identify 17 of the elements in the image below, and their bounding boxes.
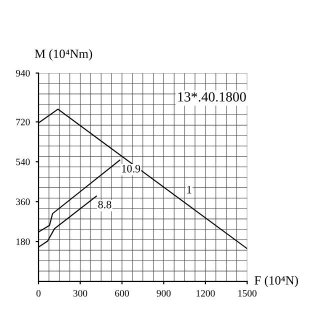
series-label: 1 <box>187 186 192 194</box>
x-tick-label: 1200 <box>196 290 215 297</box>
x-axis-title: F (10⁴N) <box>254 276 298 288</box>
x-tick-label: 300 <box>73 290 88 297</box>
x-tick-label: 0 <box>36 290 41 297</box>
y-tick-label: 540 <box>16 158 30 166</box>
x-tick-label: 600 <box>115 290 129 297</box>
y-tick-label: 360 <box>16 198 30 206</box>
series-label: 8.8 <box>98 200 112 208</box>
annotation: 13*.40.1800 <box>178 92 246 102</box>
y-tick-label: 940 <box>16 70 30 77</box>
x-tick-label: 900 <box>156 290 171 297</box>
x-tick-label: 1500 <box>238 290 257 297</box>
y-tick-label: 180 <box>16 238 30 246</box>
series-label: 10.9 <box>122 164 140 173</box>
y-axis-title: M (10⁴Nm) <box>34 49 92 61</box>
y-tick-label: 720 <box>16 118 30 126</box>
